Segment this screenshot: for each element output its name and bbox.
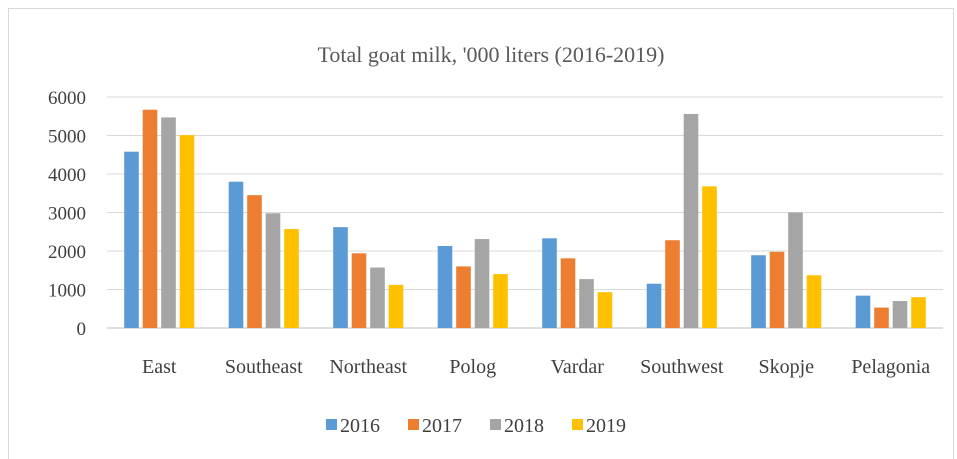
bar-2019-east — [179, 135, 195, 328]
legend-label-2017: 2017 — [422, 415, 462, 437]
gridlines — [107, 96, 943, 329]
bar-2016-northeast — [333, 227, 348, 328]
bar-2019-skopje — [806, 275, 822, 328]
legend-swatch-2018 — [490, 419, 501, 430]
bar-2019-northeast — [388, 284, 404, 328]
bar-2019-pelagonia — [911, 297, 926, 328]
bar-2016-pelagonia — [855, 295, 871, 328]
y-tick-label: 5000 — [48, 127, 86, 148]
bar-2016-polog — [437, 245, 453, 328]
x-tick-label: Southeast — [225, 356, 303, 378]
legend-swatch-2019 — [572, 419, 583, 430]
bar-2018-east — [161, 117, 176, 328]
bar-2017-skopje — [769, 251, 785, 328]
bar-2019-southeast — [284, 229, 299, 328]
x-tick-label: East — [142, 356, 177, 378]
y-tick-label: 0 — [77, 319, 87, 340]
bar-2018-vardar — [579, 279, 594, 328]
bar-2017-pelagonia — [874, 307, 889, 328]
bar-2018-pelagonia — [892, 301, 908, 328]
bar-2017-southwest — [665, 240, 680, 328]
x-tick-label: Pelagonia — [851, 356, 930, 378]
legend-swatch-2016 — [326, 419, 337, 430]
bar-2017-east — [142, 109, 158, 328]
x-tick-label: Southwest — [640, 356, 724, 378]
bar-2019-southwest — [702, 186, 717, 328]
x-axis: East Southeast Northeast Polog Vardar Southwe… — [142, 356, 930, 378]
bar-2016-southwest — [646, 283, 662, 328]
x-tick-label: Skopje — [758, 356, 814, 378]
bar-2016-vardar — [542, 238, 557, 328]
bar-2016-skopje — [751, 255, 766, 328]
x-tick-label: Vardar — [551, 356, 605, 378]
bar-2018-polog — [474, 239, 490, 328]
bar-2019-polog — [493, 274, 508, 328]
bar-2017-northeast — [351, 253, 367, 328]
y-tick-label: 6000 — [48, 88, 86, 109]
bar-2018-southeast — [265, 213, 281, 328]
bar-2018-southwest — [683, 113, 699, 328]
bar-2016-southeast — [228, 181, 244, 328]
legend-label-2018: 2018 — [504, 415, 544, 437]
y-tick-label: 2000 — [48, 242, 86, 263]
y-tick-label: 1000 — [48, 281, 86, 302]
x-tick-label: Polog — [449, 356, 496, 378]
y-tick-label: 4000 — [48, 165, 86, 186]
y-axis: 0 1000 2000 3000 4000 5000 6000 — [48, 88, 86, 340]
bar-2018-skopje — [788, 212, 803, 328]
legend-label-2019: 2019 — [586, 415, 626, 437]
legend-label-2016: 2016 — [340, 415, 380, 437]
bar-2017-polog — [456, 266, 471, 328]
x-tick-label: Northeast — [329, 356, 407, 378]
bar-2017-southeast — [247, 195, 262, 328]
y-tick-label: 3000 — [48, 204, 86, 225]
bar-2017-vardar — [560, 258, 576, 328]
legend: 2016 2017 2018 2019 — [326, 415, 626, 437]
bar-2018-northeast — [370, 267, 385, 328]
bar-2019-vardar — [597, 292, 613, 328]
legend-swatch-2017 — [408, 419, 419, 430]
bars — [124, 109, 926, 328]
bar-2016-east — [124, 151, 139, 328]
chart-title: Total goat milk, '000 liters (2016-2019) — [317, 42, 664, 67]
